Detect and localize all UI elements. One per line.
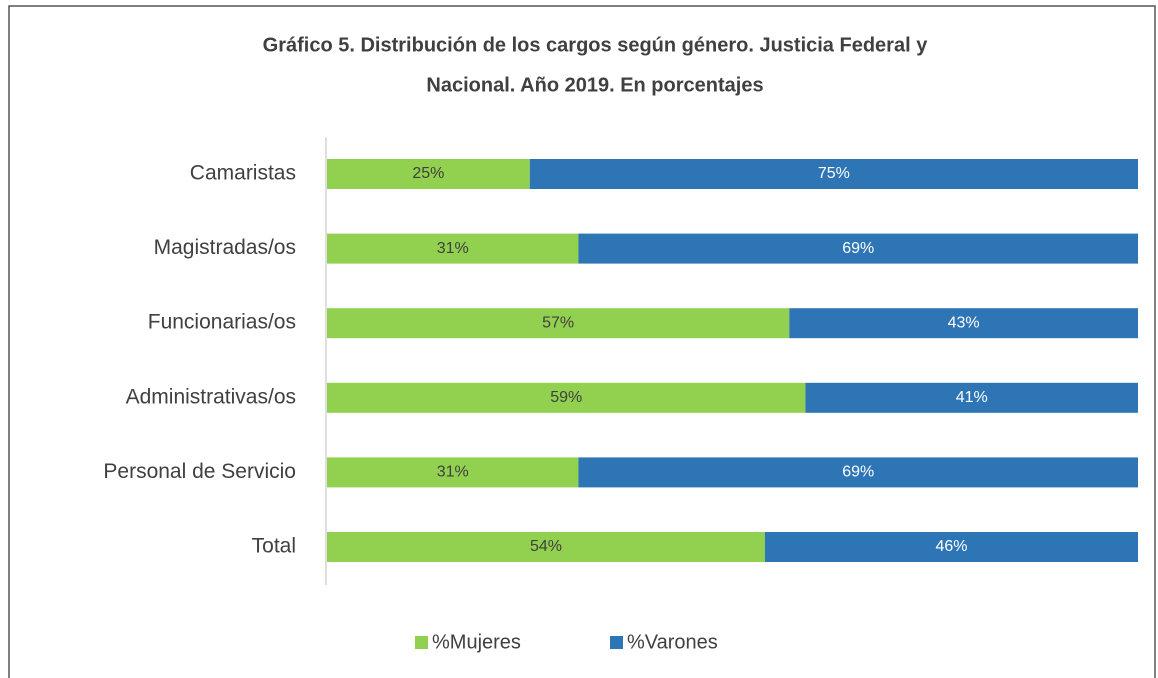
- bar-segment: [327, 532, 765, 562]
- y-tick-label: Magistradas/os: [154, 236, 296, 259]
- bar-segment: [805, 382, 1138, 413]
- y-tick-label: Personal de Servicio: [103, 460, 296, 483]
- bar-segment: [578, 233, 1138, 264]
- data-label: 31%: [437, 464, 469, 481]
- chart-title: Gráfico 5. Distribución de los cargos se…: [263, 34, 929, 56]
- bar-segment: [327, 382, 806, 413]
- bar-segment: [578, 457, 1138, 488]
- data-label: 31%: [437, 240, 469, 257]
- legend-label: %Varones: [627, 631, 718, 653]
- bar-segment: [327, 457, 579, 488]
- y-tick-label: Camaristas: [190, 162, 296, 185]
- chart-title: Nacional. Año 2019. En porcentajes: [426, 74, 763, 96]
- y-tick-label: Administrativas/os: [126, 385, 296, 408]
- legend-swatch: [415, 636, 428, 649]
- data-label: 46%: [935, 538, 967, 555]
- legend-label: %Mujeres: [432, 631, 521, 653]
- data-label: 41%: [956, 389, 988, 406]
- bar-segment: [327, 159, 530, 189]
- data-label: 75%: [818, 165, 850, 182]
- bar-segment: [327, 233, 579, 264]
- data-label: 25%: [412, 165, 444, 182]
- frame: [8, 5, 1156, 678]
- bar-segment: [789, 308, 1138, 339]
- data-label: 69%: [842, 464, 874, 481]
- bar-segment: [764, 532, 1138, 562]
- data-label: 54%: [530, 538, 562, 555]
- y-tick-label: Funcionarias/os: [148, 311, 296, 334]
- y-tick-label: Total: [252, 535, 296, 558]
- data-label: 59%: [550, 389, 582, 406]
- bar-segment: [327, 308, 790, 339]
- legend-swatch: [610, 636, 623, 649]
- data-label: 69%: [842, 240, 874, 257]
- data-label: 43%: [948, 314, 980, 331]
- data-label: 57%: [542, 314, 574, 331]
- bar-segment: [529, 159, 1138, 189]
